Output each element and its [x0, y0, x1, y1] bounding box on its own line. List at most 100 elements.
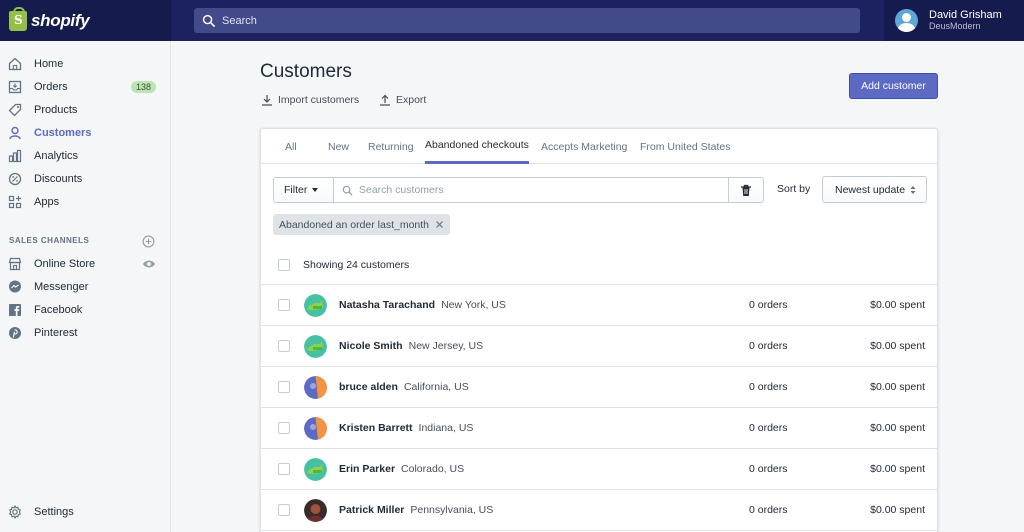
row-checkbox[interactable] — [278, 381, 290, 393]
select-all-row: Showing 24 customers — [261, 246, 937, 285]
row-checkbox[interactable] — [278, 340, 290, 352]
sidebar-item-pinterest[interactable]: Pinterest — [8, 323, 158, 343]
sales-channels-heading: SALES CHANNELS — [9, 236, 90, 245]
sidebar-item-label: Orders — [34, 81, 68, 93]
customer-search[interactable] — [333, 177, 729, 203]
table-row[interactable]: Patrick Miller Pennsylvania, US 0 orders … — [261, 490, 937, 531]
customer-name[interactable]: Erin Parker — [339, 463, 396, 475]
sidebar-item-online-store[interactable]: Online Store — [8, 254, 158, 274]
caret-down-icon — [312, 188, 319, 192]
customer-name[interactable]: Patrick Miller — [339, 504, 405, 516]
facebook-icon — [8, 303, 22, 317]
global-search-input[interactable] — [222, 14, 822, 27]
select-arrows-icon — [910, 186, 916, 194]
filter-label: Filter — [284, 184, 308, 196]
row-checkbox[interactable] — [278, 299, 290, 311]
table-row[interactable]: Natasha Tarachand New York, US 0 orders $… — [261, 285, 937, 326]
select-all-checkbox[interactable] — [278, 259, 290, 271]
top-bar: shopify David Grisham DeusModern — [0, 0, 1024, 41]
applied-filter-tag: Abandoned an order last_month — [273, 214, 451, 235]
sidebar-item-label: Analytics — [34, 150, 79, 162]
filter-button[interactable]: Filter — [273, 177, 334, 203]
logo-text: shopify — [31, 10, 90, 30]
customer-location: Colorado, US — [401, 463, 465, 475]
table-row[interactable]: Erin Parker Colorado, US 0 orders $0.00 s… — [261, 449, 937, 490]
home-icon — [8, 57, 22, 71]
gear-icon — [8, 505, 22, 519]
customer-tabs: All New Returning Abandoned checkouts Ac… — [261, 129, 937, 164]
sidebar-item-discounts[interactable]: Discounts — [8, 169, 158, 189]
customer-search-input[interactable] — [359, 184, 719, 196]
orders-count-badge: 138 — [130, 81, 156, 93]
global-search[interactable] — [194, 8, 860, 33]
avatar — [304, 458, 327, 481]
tab-abandoned-checkouts[interactable]: Abandoned checkouts — [425, 129, 529, 164]
sidebar-item-label: Online Store — [34, 258, 96, 270]
table-row[interactable]: bruce alden California, US 0 orders $0.00… — [261, 367, 937, 408]
row-checkbox[interactable] — [278, 463, 290, 475]
customer-name[interactable]: Nicole Smith — [339, 340, 403, 352]
sort-select[interactable]: Newest update — [822, 176, 927, 203]
customer-location: California, US — [403, 381, 469, 393]
customer-location: New Jersey, US — [408, 340, 484, 352]
customer-name[interactable]: Kristen Barrett — [339, 422, 413, 434]
export-label: Export — [396, 94, 427, 106]
sidebar-item-apps[interactable]: Apps — [8, 192, 158, 212]
logo[interactable]: shopify — [0, 0, 171, 41]
row-checkbox[interactable] — [278, 422, 290, 434]
amount-spent: $0.00 spent — [870, 299, 925, 311]
pinterest-icon — [8, 326, 22, 340]
discount-icon — [8, 172, 22, 186]
user-name: David Grisham — [929, 9, 1002, 21]
download-icon — [262, 95, 272, 106]
tab-all[interactable]: All — [285, 140, 297, 153]
customers-card: All New Returning Abandoned checkouts Ac… — [260, 128, 938, 532]
bar-chart-icon — [8, 149, 22, 163]
sidebar-item-label: Discounts — [34, 173, 83, 185]
export-link[interactable]: Export — [379, 94, 426, 106]
avatar — [304, 335, 327, 358]
table-row[interactable]: Nicole Smith New Jersey, US 0 orders $0.0… — [261, 326, 937, 367]
amount-spent: $0.00 spent — [870, 504, 925, 516]
table-row[interactable]: Kristen Barrett Indiana, US 0 orders $0.0… — [261, 408, 937, 449]
sidebar-item-products[interactable]: Products — [8, 100, 158, 120]
sidebar-item-label: Messenger — [34, 281, 89, 293]
avatar — [304, 294, 327, 317]
tab-returning[interactable]: Returning — [368, 140, 414, 153]
user-menu[interactable]: David Grisham DeusModern — [884, 0, 1024, 41]
orders-icon — [8, 80, 22, 94]
sidebar-item-customers[interactable]: Customers — [8, 123, 158, 143]
sidebar-item-messenger[interactable]: Messenger — [8, 277, 158, 297]
customer-name[interactable]: Natasha Tarachand — [339, 299, 436, 311]
upload-icon — [380, 94, 390, 106]
sidebar-item-label: Pinterest — [34, 327, 78, 339]
avatar — [304, 376, 327, 399]
close-icon[interactable] — [435, 220, 444, 229]
customer-location: Indiana, US — [418, 422, 474, 434]
order-count: 0 orders — [749, 299, 788, 311]
import-customers-link[interactable]: Import customers — [261, 94, 359, 106]
shopify-bag-icon — [9, 6, 27, 31]
delete-search-button[interactable] — [728, 177, 764, 203]
sidebar-item-home[interactable]: Home — [8, 54, 158, 74]
sidebar-item-label: Customers — [34, 127, 92, 139]
sidebar-item-orders[interactable]: Orders 138 — [8, 77, 158, 97]
import-label: Import customers — [278, 94, 360, 106]
row-checkbox[interactable] — [278, 504, 290, 516]
eye-icon[interactable] — [142, 258, 156, 270]
add-channel-icon[interactable] — [142, 235, 155, 248]
customer-location: Pennsylvania, US — [410, 504, 494, 516]
messenger-icon — [8, 280, 22, 294]
order-count: 0 orders — [749, 463, 788, 475]
sidebar-item-facebook[interactable]: Facebook — [8, 300, 158, 320]
customer-name[interactable]: bruce alden — [339, 381, 398, 393]
tab-accepts-marketing[interactable]: Accepts Marketing — [541, 140, 628, 153]
tab-from-united-states[interactable]: From United States — [640, 140, 731, 153]
sidebar-item-label: Products — [34, 104, 78, 116]
add-customer-button[interactable]: Add customer — [849, 73, 938, 99]
tag-icon — [8, 103, 22, 117]
tab-new[interactable]: New — [328, 140, 350, 153]
sidebar-item-settings[interactable]: Settings — [8, 502, 158, 522]
sidebar-item-analytics[interactable]: Analytics — [8, 146, 158, 166]
sidebar-item-label: Settings — [34, 506, 74, 518]
